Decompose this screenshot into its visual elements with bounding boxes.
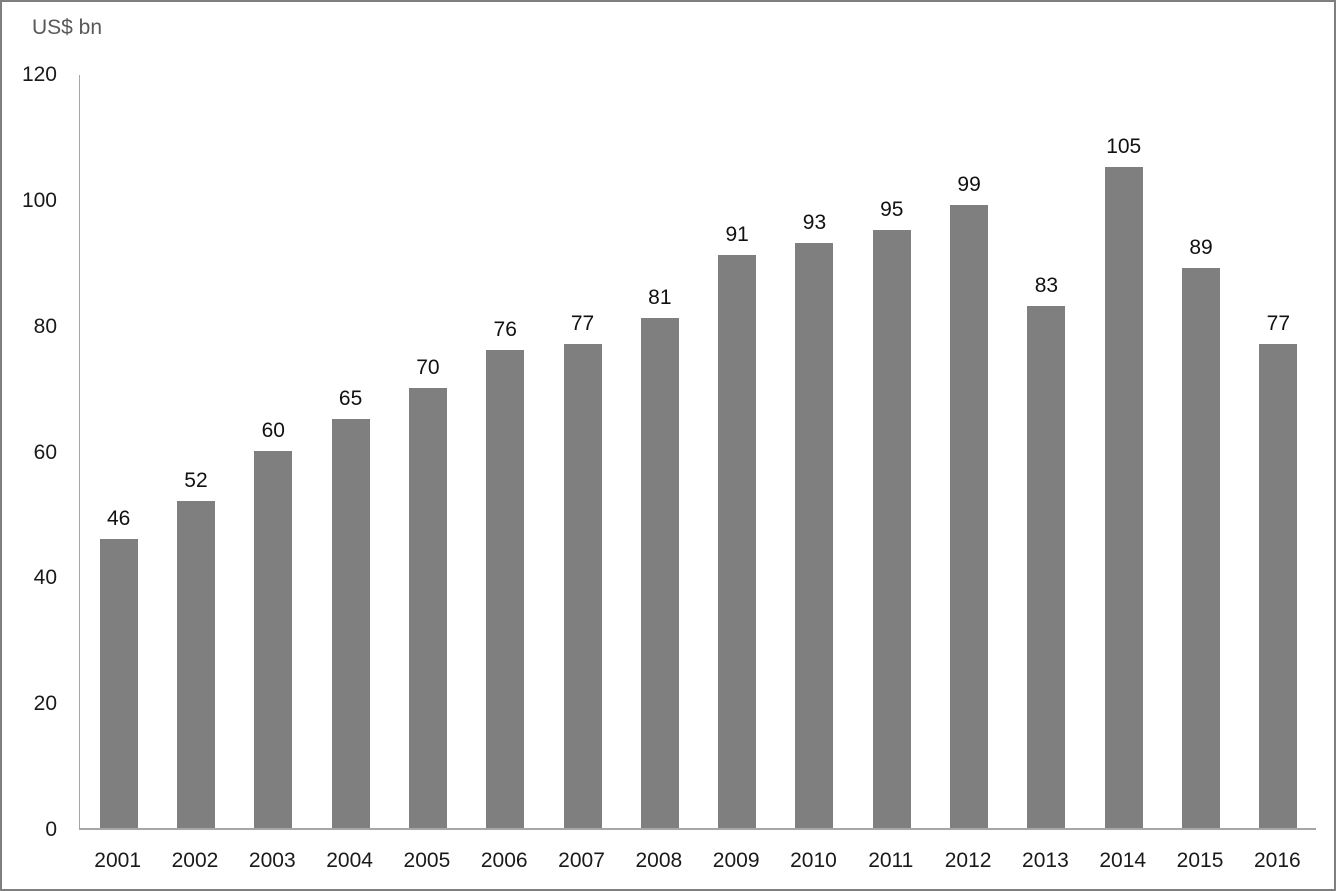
x-tick-label: 2012 — [944, 849, 992, 872]
bar-value-label: 95 — [880, 198, 904, 222]
bar-slot: 105 — [1085, 75, 1162, 828]
bar-value-label: 70 — [416, 355, 440, 379]
bar-value-label: 91 — [725, 223, 749, 247]
x-tick-label: 2014 — [1099, 849, 1147, 872]
y-axis-unit-label: US$ bn — [32, 16, 103, 39]
x-tick-label: 2010 — [790, 849, 837, 872]
x-tick-label: 2009 — [712, 849, 760, 872]
bar-2003 — [254, 450, 293, 828]
y-tick-label: 120 — [21, 63, 57, 86]
bar-2016 — [1259, 343, 1298, 828]
bar-slot: 70 — [389, 75, 466, 828]
bar-2015 — [1182, 268, 1221, 828]
bar-slot: 76 — [467, 75, 544, 828]
x-tick-label: 2004 — [326, 849, 373, 872]
bar-slot: 93 — [776, 75, 853, 828]
bar-value-label: 89 — [1189, 236, 1213, 260]
bar-slot: 83 — [1008, 75, 1085, 828]
bar-slot: 77 — [544, 75, 621, 828]
bar-value-label: 76 — [493, 317, 517, 341]
y-tick-label: 100 — [21, 188, 57, 212]
bar-value-label: 77 — [1266, 311, 1291, 335]
bar-slot: 65 — [312, 75, 389, 828]
x-tick-label: 2016 — [1253, 849, 1301, 872]
bar-slot: 99 — [930, 75, 1007, 828]
bar-2004 — [331, 419, 370, 828]
bar-2014 — [1104, 167, 1143, 828]
x-tick-label: 2003 — [248, 849, 296, 872]
bar-value-label: 52 — [184, 468, 208, 492]
bar-slot: 52 — [157, 75, 234, 828]
x-tick-label: 2001 — [94, 849, 142, 872]
bar-slot: 91 — [699, 75, 776, 828]
bar-slot: 95 — [853, 75, 930, 828]
bar-value-label: 77 — [570, 311, 595, 335]
bar-value-label: 65 — [338, 387, 363, 411]
bar-slot: 60 — [235, 75, 312, 828]
bar-2013 — [1027, 305, 1066, 828]
y-tick-label: 60 — [33, 440, 57, 464]
bar-slot: 81 — [621, 75, 698, 828]
y-tick-label: 20 — [33, 692, 57, 716]
bar-value-label: 93 — [802, 210, 827, 234]
x-tick-label: 2008 — [635, 849, 683, 872]
bar-2012 — [950, 205, 989, 828]
x-tick-label: 2007 — [558, 849, 605, 872]
bar-2008 — [640, 318, 679, 828]
y-tick-label: 0 — [45, 818, 57, 841]
bar-value-label: 83 — [1034, 273, 1059, 297]
bar-2001 — [99, 538, 138, 828]
bar-value-label: 60 — [261, 418, 285, 442]
y-tick-label: 80 — [33, 314, 57, 338]
x-tick-label: 2013 — [1022, 849, 1069, 872]
bar-2009 — [718, 255, 757, 828]
bar-2007 — [563, 343, 602, 828]
bar-2002 — [176, 500, 215, 828]
bar-slot: 89 — [1162, 75, 1239, 828]
bar-value-label: 99 — [957, 173, 981, 197]
bar-2011 — [872, 230, 911, 828]
bar-2010 — [795, 242, 834, 828]
y-tick-label: 40 — [33, 566, 57, 590]
bar-value-label: 105 — [1106, 135, 1142, 159]
bar-2005 — [408, 387, 447, 828]
bar-slot: 77 — [1240, 75, 1317, 828]
x-tick-label: 2011 — [868, 849, 914, 872]
bar-value-label: 46 — [106, 506, 131, 530]
bar-slot: 46 — [80, 75, 157, 828]
x-tick-label: 2002 — [171, 849, 219, 872]
bar-2006 — [486, 349, 525, 828]
bar-value-label: 81 — [648, 286, 672, 310]
plot-area: 46 52 60 65 70 76 77 81 91 93 95 99 83 105 89 77 — [79, 75, 1316, 830]
x-tick-label: 2006 — [480, 849, 528, 872]
x-tick-label: 2015 — [1176, 849, 1224, 872]
x-tick-label: 2005 — [403, 849, 451, 872]
